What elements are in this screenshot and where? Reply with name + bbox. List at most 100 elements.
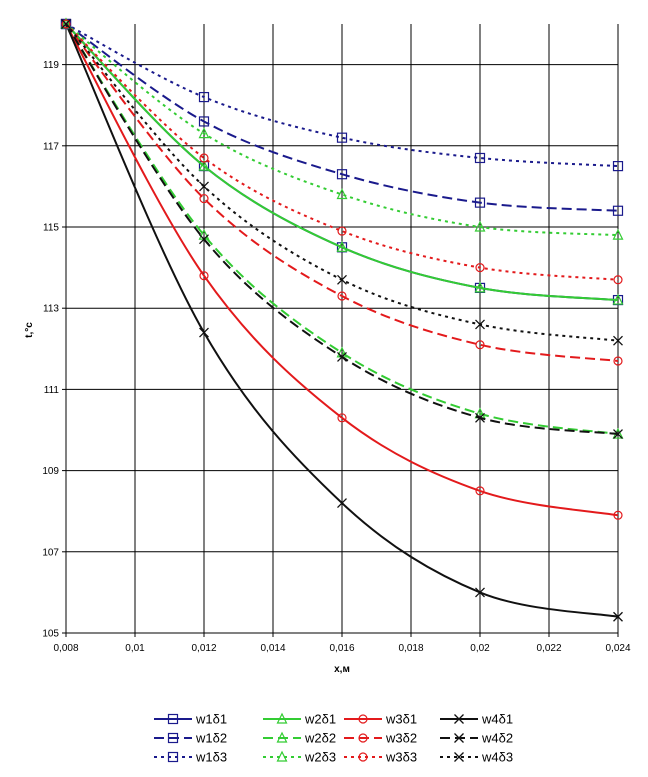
legend-label: w4δ3 (481, 750, 513, 765)
series-1-point (612, 293, 624, 305)
legend-item: w4δ2 (440, 731, 513, 746)
series-6-point (613, 356, 623, 366)
series-8-point (336, 132, 348, 143)
grid (65, 24, 619, 634)
legend-marker (167, 732, 179, 744)
series-1-point (336, 240, 348, 252)
series-10-point (199, 153, 209, 163)
axes (62, 24, 619, 637)
x-tick-label: 0,01 (125, 643, 145, 654)
series-2-point (475, 486, 485, 496)
series-1-line (65, 23, 619, 302)
legend-item: w3δ1 (344, 712, 417, 727)
series-7-point (337, 351, 347, 362)
y-tick-label: 117 (43, 141, 59, 152)
series-11-point (475, 319, 485, 330)
series-7-point (475, 412, 485, 423)
series-8-line (65, 23, 619, 168)
series-1-point (198, 159, 210, 171)
legend-marker (276, 750, 288, 762)
x-tick-label: 0,02 (470, 643, 490, 654)
series-11-point (337, 274, 347, 285)
y-tick-label: 105 (42, 629, 59, 640)
series-9-line (65, 23, 619, 237)
x-tick-label: 0,012 (191, 643, 216, 654)
series-7-line (65, 23, 619, 436)
legend-marker (358, 752, 368, 762)
series-11-point (61, 19, 71, 29)
y-tick-label: 109 (42, 466, 59, 477)
legend-label: w2δ2 (304, 731, 336, 746)
x-tick-label: 0,024 (605, 643, 630, 654)
y-tick-label: 119 (43, 60, 59, 71)
series-5-line (65, 23, 619, 436)
legend-label: w4δ1 (481, 712, 513, 727)
series-8-point (612, 161, 624, 172)
series-3-point (199, 327, 209, 338)
series-2-point (613, 510, 623, 520)
legend-item: w4δ3 (440, 750, 513, 765)
series-9-point (336, 188, 348, 200)
legend-marker (454, 733, 464, 743)
x-axis-label: x,м (334, 664, 350, 675)
series-9-point (198, 127, 210, 139)
series (60, 17, 624, 622)
legend-label: w1δ3 (195, 750, 227, 765)
y-tick-label: 115 (43, 223, 59, 234)
x-tick-label: 0,008 (53, 643, 78, 654)
x-tick-label: 0,016 (329, 643, 354, 654)
series-4-line (65, 23, 619, 212)
legend-item: w3δ3 (344, 750, 417, 765)
series-10-point (475, 263, 485, 273)
series-10-line (65, 23, 619, 281)
y-tick-label: 107 (42, 547, 59, 558)
series-11-point (199, 181, 209, 192)
legend-item: w1δ2 (154, 731, 227, 746)
series-4-point (612, 205, 624, 216)
legend: w1δ1 w2δ1 w3δ1 w4δ1 w1δ2 w2δ2 w3δ2 w4δ2 w1δ3 w2δ3… (154, 712, 513, 765)
legend-label: w4δ2 (481, 731, 513, 746)
series-11-line (65, 23, 619, 342)
x-tick-label: 0,022 (536, 643, 561, 654)
series-7-point (199, 234, 209, 245)
legend-label: w2δ1 (304, 712, 336, 727)
series-6-point (475, 340, 485, 350)
series-4-point (198, 116, 210, 127)
series-3-point (337, 498, 347, 509)
series-10-point (613, 275, 623, 285)
legend-label: w1δ2 (195, 731, 227, 746)
series-8-point (198, 91, 210, 103)
legend-item: w2δ3 (263, 750, 336, 765)
tick-labels: 0,008 0,01 0,012 0,014 0,016 0,018 0,02 0,022 0,… (42, 60, 631, 654)
series-10 (61, 19, 623, 285)
legend-marker (167, 713, 179, 725)
legend-item: w1δ3 (154, 750, 227, 765)
series-4-point (474, 197, 486, 208)
legend-marker (358, 714, 368, 724)
legend-label: w2δ3 (304, 750, 336, 765)
series-1-point (474, 281, 486, 293)
legend-label: w3δ1 (385, 712, 417, 727)
y-tick-label: 111 (44, 385, 60, 396)
series-10-point (337, 226, 347, 236)
legend-marker (276, 712, 288, 724)
legend-marker (358, 733, 368, 743)
legend-label: w3δ3 (385, 750, 417, 765)
series-10-point (61, 19, 71, 29)
series-6-point (199, 193, 209, 204)
x-tick-label: 0,014 (260, 643, 285, 654)
legend-marker (454, 752, 464, 762)
series-2-line (65, 23, 619, 517)
legend-item: w4δ1 (440, 712, 513, 727)
series-9-point (474, 220, 486, 232)
series-7-point (613, 429, 623, 440)
legend-label: w3δ2 (385, 731, 417, 746)
legend-item: w2δ1 (263, 712, 336, 727)
series-6-point (337, 291, 347, 301)
legend-label: w1δ1 (195, 712, 227, 727)
series-8-point (474, 152, 486, 164)
series-6-line (65, 23, 619, 362)
legend-marker (276, 731, 288, 743)
